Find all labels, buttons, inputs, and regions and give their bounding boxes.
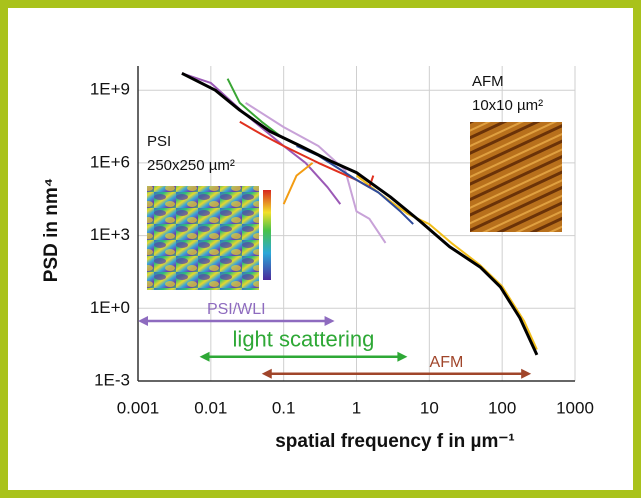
range-label: light scattering [233,327,375,352]
y-axis-title: PSD in nm⁴ [41,178,62,282]
marks: PSI/WLI light scattering AFM [138,71,539,379]
inset-title: AFM [472,73,504,90]
arrow-head [199,351,210,362]
arrow-head [261,368,272,379]
afm-image [470,122,562,232]
range-label: PSI/WLI [207,301,266,318]
psi-image [147,186,259,290]
inset-title: PSI [147,133,171,150]
arrow-head [324,315,335,326]
inset-size: 250x250 µm² [147,157,235,174]
x-tick-label: 1 [352,398,361,417]
arrow-head [521,368,532,379]
x-tick-label: 0.01 [194,398,227,417]
series-line [181,71,539,356]
series-line [282,162,314,205]
range-label: AFM [430,354,464,371]
y-tick-label: 1E+3 [90,225,130,244]
y-tick-label: 1E-3 [94,370,130,389]
range-arrow: PSI/WLI [138,301,335,326]
inset-size: 10x10 µm² [472,97,543,114]
y-tick-label: 1E+9 [90,80,130,99]
range-arrow: AFM [261,354,532,379]
x-tick-label: 0.001 [117,398,160,417]
x-axis-title: spatial frequency f in µm⁻¹ [275,431,515,452]
arrow-head [138,315,148,326]
x-tick-label: 10 [420,398,439,417]
arrow-head [397,351,408,362]
x-tick-label: 1000 [556,398,594,417]
series-line [245,102,387,244]
range-arrow: light scattering [199,327,408,362]
y-tick-label: 1E+6 [90,152,130,171]
y-tick-label: 1E+0 [90,298,130,317]
series-line [226,78,285,140]
x-tick-label: 0.1 [272,398,296,417]
psi-colorbar [263,190,271,280]
x-tick-label: 100 [488,398,516,417]
